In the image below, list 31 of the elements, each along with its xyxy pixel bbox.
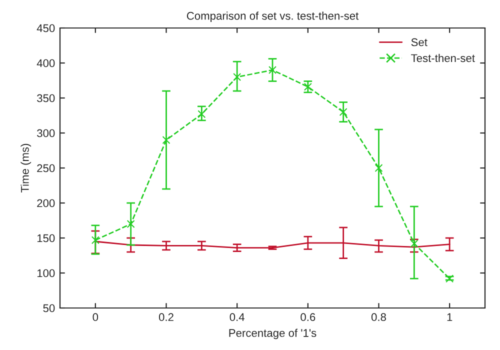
chart-title: Comparison of set vs. test-then-set (186, 12, 359, 22)
x-tick-label: 0.2 (158, 313, 174, 322)
y-tick-label: 200 (37, 199, 55, 208)
x-tick-label: 0.4 (230, 313, 244, 322)
y-tick-label: 150 (37, 234, 55, 242)
legend-label: Test-then-set (411, 54, 475, 62)
point (162, 136, 170, 144)
point (446, 274, 454, 283)
y-tick-label: 100 (37, 269, 55, 278)
point (198, 110, 206, 118)
point (268, 66, 276, 74)
x-axis-title: Percentage of '1's (229, 328, 316, 340)
y-tick-label: 400 (36, 59, 55, 68)
y-tick-label: 300 (37, 129, 55, 138)
y-tick-label: 450 (36, 24, 55, 32)
y-tick-label: 250 (37, 164, 55, 172)
point (233, 73, 242, 81)
point (126, 220, 135, 228)
point (91, 236, 100, 244)
x-tick-label: 0 (92, 313, 98, 322)
x-tick-label: 1 (447, 313, 452, 321)
point (304, 82, 312, 91)
point (410, 240, 418, 248)
y-tick-label: 50 (43, 304, 55, 312)
point (374, 164, 383, 172)
x-tick-label: 0.8 (371, 313, 386, 322)
x-tick-label: 0.6 (300, 313, 316, 322)
legend-label: Set (411, 38, 428, 46)
y-tick-label: 350 (37, 94, 55, 102)
point (339, 108, 348, 116)
y-axis-title: Time (ms) (20, 144, 32, 193)
